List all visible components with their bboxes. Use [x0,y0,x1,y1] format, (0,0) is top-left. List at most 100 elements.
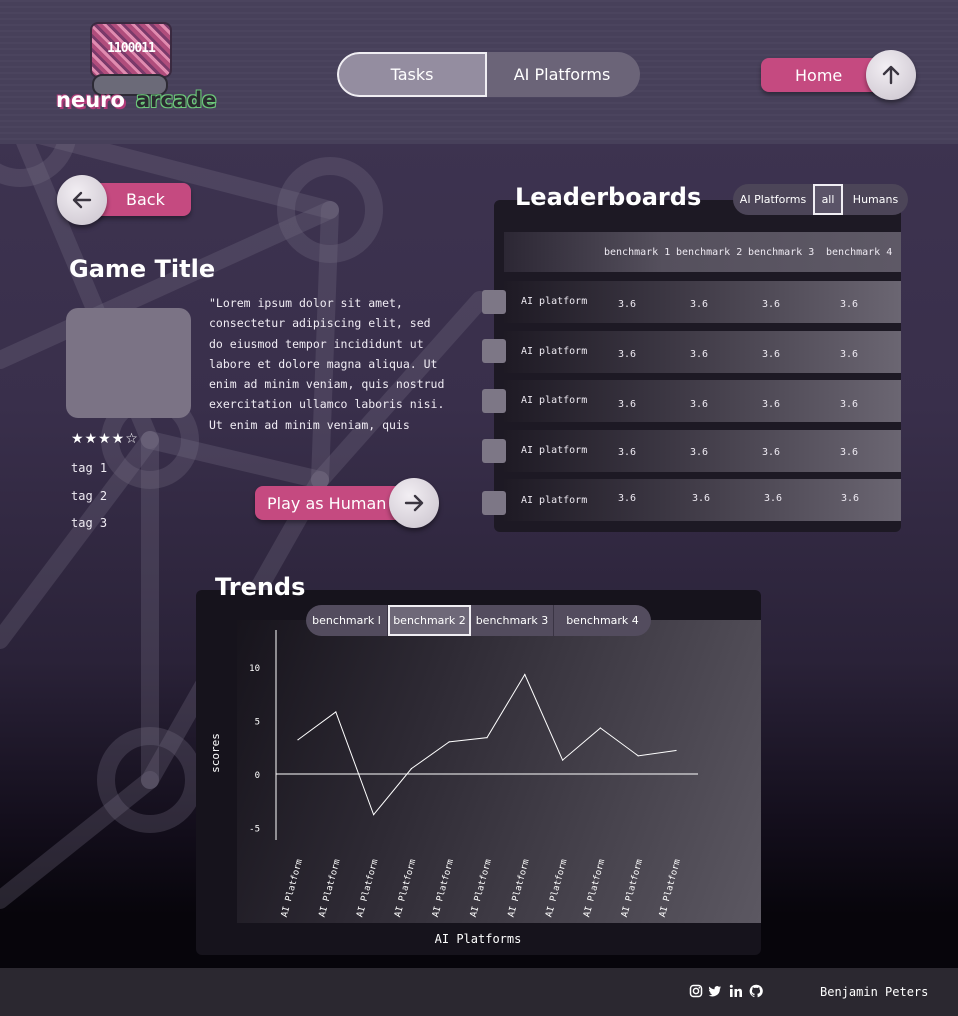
tab-ai-platforms[interactable]: AI Platforms [513,65,611,84]
score-cell: 3.6 [762,349,781,360]
score-cell: 3.6 [692,493,711,504]
arrow-left-icon[interactable] [57,175,107,225]
trends-title: Trends [215,573,306,601]
table-row: AI platform 3.6 3.6 3.6 3.6 [504,331,901,373]
filter-all[interactable]: all [813,184,843,215]
data-point [562,759,564,761]
score-cell: 3.6 [690,299,709,310]
score-cell: 3.6 [840,447,859,458]
score-cell: 3.6 [840,349,859,360]
data-point [448,741,450,743]
y-tick-label: 0 [255,771,260,781]
score-cell: 3.6 [690,349,709,360]
column-header: benchmark 1 [604,247,671,258]
table-row: AI platform 3.6 3.6 3.6 3.6 [504,380,901,422]
row-name: AI platform [521,296,588,307]
data-point [637,755,639,757]
score-cell: 3.6 [690,447,709,458]
tag-3[interactable]: tag 3 [71,516,108,530]
tab-benchmark-3[interactable]: benchmark 3 [471,605,554,636]
x-tick-label: AI Platform [582,858,607,918]
table-row: AI platform 3.6 3.6 3.6 3.6 [504,479,901,521]
y-axis-label: scores [209,733,222,773]
row-name: AI platform [521,395,588,406]
score-cell: 3.6 [618,349,637,360]
tab-benchmark-2[interactable]: benchmark 2 [388,605,471,636]
row-name: AI platform [521,346,588,357]
x-tick-label: AI Platform [507,858,532,918]
instagram-icon[interactable] [689,984,703,998]
score-cell: 3.6 [618,399,637,410]
row-checkbox[interactable] [482,339,506,363]
arrow-right-icon[interactable] [389,478,439,528]
x-tick-label: AI Platform [658,858,683,918]
score-cell: 3.6 [762,399,781,410]
footer [0,968,958,1016]
column-header: benchmark 4 [826,247,893,258]
data-point [486,737,488,739]
y-tick-label: -5 [249,825,260,835]
score-cell: 3.6 [762,447,781,458]
row-name: AI platform [521,495,588,506]
data-point [524,673,526,676]
logo-word-neuro: neuro [56,88,125,112]
row-checkbox[interactable] [482,439,506,463]
home-button[interactable]: Home [761,58,881,92]
score-cell: 3.6 [840,399,859,410]
y-tick-label: 5 [255,718,260,728]
x-tick-label: AI Platform [469,858,494,918]
table-row: AI platform 3.6 3.6 3.6 3.6 [504,430,901,472]
x-tick-label: AI Platform [318,858,343,918]
play-as-human-button[interactable]: Play as Human [255,486,405,520]
series-line [297,673,677,816]
data-point [297,739,299,741]
play-button-label: Play as Human [267,493,387,513]
score-cell: 3.6 [840,299,859,310]
data-point [599,727,601,729]
game-description: "Lorem ipsum dolor sit amet, consectetur… [209,296,445,432]
game-thumbnail [66,308,191,418]
score-cell: 3.6 [841,493,860,504]
score-cell: 3.6 [618,493,637,504]
x-tick-label: AI Platform [355,858,380,918]
score-cell: 3.6 [762,299,781,310]
row-name: AI platform [521,445,588,456]
tab-benchmark-4[interactable]: benchmark 4 [566,614,639,627]
home-button-label: Home [795,65,843,85]
trends-benchmark-tabs: benchmark l benchmark 2 benchmark 3 benc… [306,605,651,636]
filter-humans[interactable]: Humans [852,193,899,206]
filter-ai-platforms[interactable]: AI Platforms [739,193,807,206]
data-point [675,749,677,752]
data-point [410,768,412,770]
arrow-up-icon[interactable] [866,50,916,100]
twitter-icon[interactable] [708,984,722,998]
tag-1[interactable]: tag 1 [71,461,108,475]
linkedin-icon[interactable] [729,984,743,998]
back-button-label: Back [126,190,165,209]
logo-gamepad [92,74,168,96]
tab-benchmark-1[interactable]: benchmark l [306,605,388,636]
rating-stars: ★★★★☆ [71,431,139,447]
neuro-arcade-logo[interactable]: 1100011 neuro arcade [56,18,216,118]
github-icon[interactable] [749,984,763,998]
column-header: benchmark 3 [748,247,815,258]
score-cell: 3.6 [618,447,637,458]
row-checkbox[interactable] [482,491,506,515]
tab-tasks[interactable]: Tasks [337,52,487,97]
leaderboard-filter: AI Platforms all Humans [733,184,908,215]
row-checkbox[interactable] [482,389,506,413]
game-title: Game Title [69,255,216,283]
data-point [373,814,375,816]
x-tick-label: AI Platform [620,858,645,918]
x-tick-label: AI Platform [431,858,456,918]
leaderboard-header-row: benchmark 1 benchmark 2 benchmark 3 benc… [504,232,901,272]
row-checkbox[interactable] [482,290,506,314]
logo-chip-text: 1100011 [107,41,156,56]
nav-toggle: Tasks AI Platforms [337,52,640,97]
trends-line-chart: 10 5 0 -5 scores AI Platforms AI Platform AI Pl… [209,630,698,946]
tag-2[interactable]: tag 2 [71,489,108,503]
x-tick-label: AI Platform [280,858,305,918]
column-header: benchmark 2 [676,247,743,258]
x-tick-label: AI Platform [544,858,569,918]
score-cell: 3.6 [618,299,637,310]
